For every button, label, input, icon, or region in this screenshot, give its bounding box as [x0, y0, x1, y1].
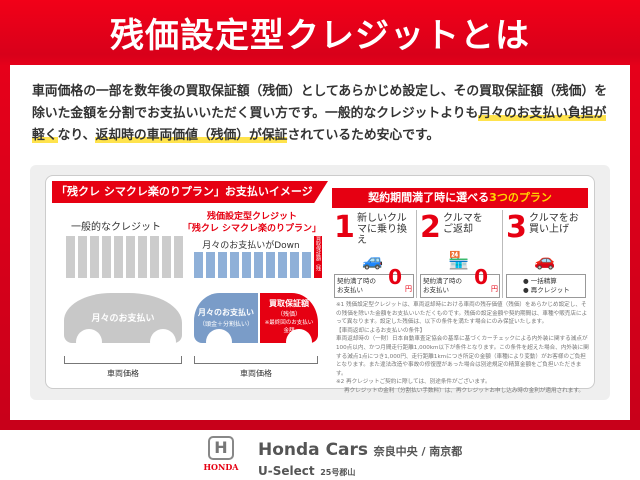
- plan-box-label: 契約満了時のお支払い: [423, 277, 462, 294]
- price-label-left: 車両価格: [107, 369, 139, 378]
- general-credit-label: 一般的なクレジット: [71, 222, 161, 233]
- zancre-payment-bars: [194, 252, 311, 278]
- honda-wordmark: HONDA: [203, 462, 239, 472]
- plan-3: 3 クルマをお買い上げ 🚗 ● 一括精算 ● 再クレジット: [504, 210, 589, 298]
- plans-heading-text: 契約期間満了時に選べる: [368, 191, 490, 204]
- footnote: 再クレジットの金利（分割払い手数料）は、再クレジットお申し込み時の金利が適用され…: [344, 387, 584, 394]
- plans-heading: 契約期間満了時に選べる3つのプラン: [332, 188, 588, 208]
- store-name: 25号郡山: [320, 468, 356, 477]
- dealer-branches: 奈良中央 / 南京都: [373, 445, 463, 458]
- plan-1: 1 新しいクルマに乗り換え 🚙 契約満了時のお支払い 0 円: [332, 210, 417, 298]
- plan-number: 2: [420, 210, 441, 245]
- footnote: ※2 再クレジットご契約に際しては、別途条件がございます。: [336, 379, 491, 386]
- car-purchase-icon: 🚗: [534, 251, 556, 271]
- plan-text: クルマをご返却: [443, 213, 483, 235]
- honda-logo: H HONDA: [198, 436, 244, 472]
- u-select: U-Select: [258, 464, 315, 478]
- info-card: 「残クレ シマクレ楽のりプラン」お支払いイメージ 一般的なクレジット 残価設定型…: [45, 175, 595, 394]
- car-general-label: 月々のお支払い: [91, 314, 155, 324]
- wheel: [206, 329, 232, 355]
- down-label: 月々のお支払いがDown: [202, 241, 300, 251]
- car-swap-icon: 🚙: [362, 251, 384, 271]
- plan-unit: 円: [405, 285, 412, 293]
- general-payment-bars: [66, 236, 183, 278]
- footer-bar: [0, 420, 640, 430]
- payment-image-heading: 「残クレ シマクレ楽のりプラン」お支払いイメージ: [52, 181, 328, 203]
- honda-h-mark-icon: H: [208, 436, 234, 460]
- plan-zero: 0: [474, 265, 488, 289]
- footnote: ※1 残価設定型クレジットは、車両返却時における車両の残存価値（残価）をあらかじ…: [336, 302, 588, 326]
- wheel: [150, 329, 176, 355]
- price-bracket: [64, 356, 182, 364]
- car-residual-label: 買取保証額: [269, 299, 309, 308]
- car-monthly-sub: （頭金＋分割払い）: [198, 321, 253, 328]
- residual-bar: 買取保証額（残価）: [314, 236, 322, 278]
- car-return-icon: 🏪: [448, 251, 470, 271]
- info-panel: 「残クレ シマクレ楽のりプラン」お支払いイメージ 一般的なクレジット 残価設定型…: [30, 165, 610, 400]
- wheel: [286, 329, 312, 355]
- plan-options-box: ● 一括精算 ● 再クレジット: [506, 274, 586, 298]
- zancre-label: 残価設定型クレジット: [206, 212, 297, 222]
- footnotes: ※1 残価設定型クレジットは、車両返却時における車両の残存価値（残価）をあらかじ…: [336, 301, 590, 396]
- plan-payment-box: 契約満了時のお支払い 0 円: [420, 265, 500, 298]
- plan-number: 3: [506, 210, 527, 245]
- plan-text: クルマをお買い上げ: [529, 213, 579, 235]
- footnote: 【車両返却によるお支払いの条件】: [336, 327, 426, 334]
- plan-box-label: 契約満了時のお支払い: [337, 277, 376, 294]
- plan-payment-box: 契約満了時のお支払い 0 円: [334, 265, 414, 298]
- intro-text: 車両価格の一部を数年後の買取保証額（残価）としてあらかじめ設定し、その買取保証額…: [32, 81, 616, 147]
- footnote: 車両返却時の（一財）日本自動車査定協会の基準に基づくカーチェックによる内外装に関…: [336, 336, 589, 377]
- dealer-name: Honda Cars 奈良中央 / 南京都 U-Select 25号郡山: [258, 440, 462, 479]
- intro-part: 車両価格の一部を数年後の買取保証額（残価）としてあらかじめ設定し、その買取保証額…: [32, 84, 608, 121]
- intro-part: なり、: [57, 128, 96, 143]
- intro-part: されているため安心です。: [287, 128, 440, 143]
- zancre-plan-label: 「残クレ シマクレ楽のりプラン」: [182, 224, 322, 234]
- price-bracket: [194, 356, 318, 364]
- intro-highlight: 返却時の車両価値（残価）が保証: [95, 128, 288, 143]
- car-monthly-label: 月々のお支払い: [198, 308, 254, 317]
- plan-number: 1: [334, 210, 355, 245]
- option-lump-sum: ● 一括精算: [523, 277, 557, 285]
- page-title: 残価設定型クレジットとは: [110, 16, 530, 56]
- option-recredit: ● 再クレジット: [523, 286, 570, 294]
- plan-2: 2 クルマをご返却 🏪 契約満了時のお支払い 0 円: [418, 210, 503, 298]
- car-residual-sub: （残価）: [276, 311, 301, 318]
- plan-unit: 円: [491, 285, 498, 293]
- plans-heading-accent: 3つのプラン: [489, 191, 552, 204]
- brand-name: Honda Cars: [258, 440, 369, 460]
- wheel: [76, 329, 102, 355]
- car-residual-note: ※最終回のお支払い金額: [264, 320, 314, 334]
- plan-zero: 0: [388, 265, 402, 289]
- price-label-right: 車両価格: [240, 369, 272, 378]
- plan-text: 新しいクルマに乗り換え: [357, 213, 407, 246]
- content-area: 車両価格の一部を数年後の買取保証額（残価）としてあらかじめ設定し、その買取保証額…: [10, 65, 630, 420]
